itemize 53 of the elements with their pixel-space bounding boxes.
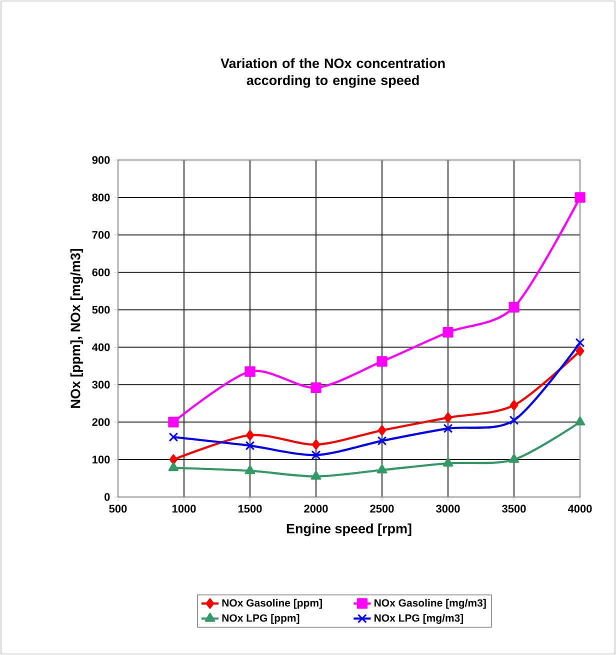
point — [169, 454, 178, 465]
x-tick-label: 1500 — [238, 504, 262, 513]
y-tick-label: 300 — [92, 380, 110, 389]
point — [311, 450, 321, 460]
y-tick-label: 600 — [92, 268, 110, 276]
point — [574, 192, 586, 203]
point — [376, 464, 388, 474]
legend-label: NOx LPG [ppm] — [222, 614, 300, 624]
point — [574, 416, 586, 426]
point — [245, 441, 255, 450]
point — [510, 400, 518, 411]
x-tick-label: 2000 — [304, 504, 328, 513]
point — [310, 470, 322, 480]
point — [246, 430, 254, 441]
point — [310, 382, 322, 393]
y-tick-label: 0 — [104, 493, 110, 501]
point — [509, 416, 519, 425]
point — [376, 356, 388, 367]
y-tick-label: 400 — [92, 343, 110, 352]
point — [377, 436, 387, 446]
legend-label: NOx Gasoline [ppm] — [222, 598, 322, 609]
y-tick-label: 900 — [92, 156, 110, 164]
x-tick-label: 2500 — [370, 504, 394, 513]
point — [508, 454, 520, 463]
chart-title: Variation of the NOx concentration according to engine speed — [220, 58, 445, 88]
legend-label: NOx LPG [mg/m3] — [374, 614, 464, 624]
point — [244, 366, 256, 377]
point — [168, 416, 179, 428]
y-tick-label: 200 — [92, 418, 110, 426]
point — [443, 424, 453, 434]
point — [244, 464, 256, 474]
point — [508, 302, 520, 312]
y-tick-label: 100 — [92, 456, 110, 464]
y-tick-label: 800 — [92, 194, 110, 202]
x-tick-label: 4000 — [568, 504, 592, 513]
x-axis-title: Engine speed [rpm] — [286, 523, 412, 536]
legend-label: NOx Gasoline [mg/m3] — [374, 598, 486, 609]
x-tick-label: 1000 — [172, 504, 196, 513]
point — [442, 458, 454, 467]
point — [378, 425, 386, 436]
y-tick-label: 700 — [92, 231, 110, 239]
point — [575, 338, 585, 348]
y-axis-title: NOx [ppm], NOx [mg/m3] — [70, 249, 83, 408]
point — [312, 439, 320, 450]
x-tick-label: 500 — [109, 504, 127, 513]
point — [442, 326, 454, 338]
x-tick-label: 3000 — [436, 504, 460, 513]
point — [168, 432, 178, 442]
y-tick-label: 500 — [92, 306, 110, 314]
point — [168, 462, 179, 472]
point — [444, 412, 452, 423]
point — [576, 346, 584, 356]
x-tick-label: 3500 — [502, 504, 526, 513]
